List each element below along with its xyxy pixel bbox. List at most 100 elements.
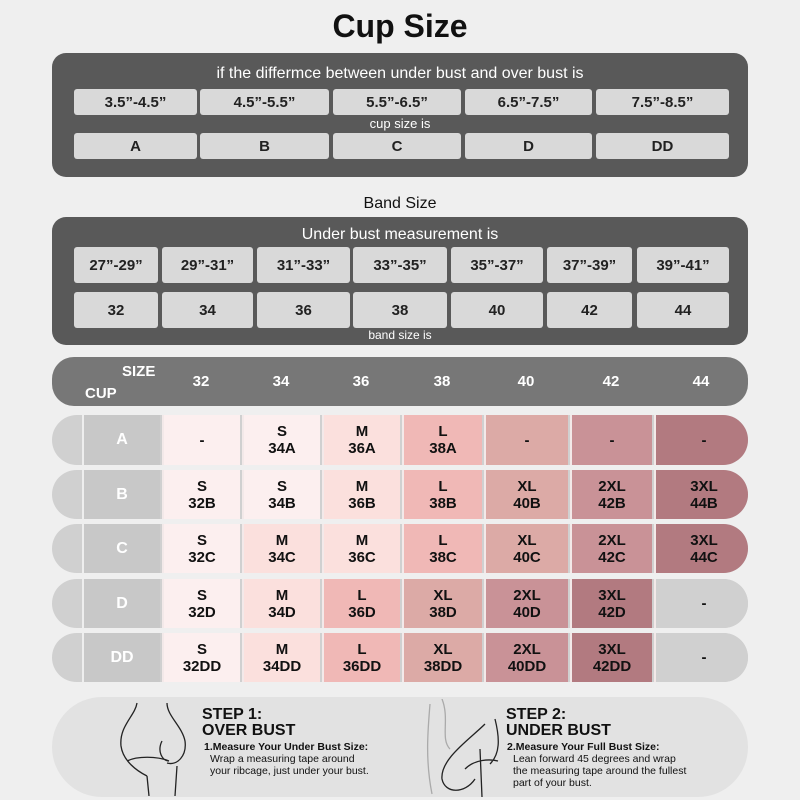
cup-letter-cell: A: [74, 133, 197, 159]
size-letter: 3XL: [690, 477, 718, 495]
size-cell: M 34C: [242, 524, 320, 573]
column-header: 40: [517, 373, 535, 390]
size-cell: S 32D: [162, 579, 240, 628]
size-code: 38B: [429, 494, 457, 512]
size-letter: S: [196, 477, 207, 495]
size-code: 42D: [598, 603, 626, 621]
band-number-cell: 34: [162, 292, 253, 328]
step1-title: STEP 1: OVER BUST: [202, 706, 296, 739]
size-code: 42DD: [592, 657, 632, 675]
size-code: 40C: [513, 548, 541, 566]
size-code: 32C: [188, 548, 216, 566]
size-cell: XL 40B: [484, 470, 568, 519]
size-cell: 2XL 40D: [484, 579, 568, 628]
over-bust-figure-icon: [120, 702, 186, 796]
size-letter: -: [701, 431, 707, 449]
size-cell: -: [484, 415, 568, 465]
size-letter: XL: [517, 477, 537, 495]
size-cell: L 38A: [402, 415, 482, 465]
size-letter: 2XL: [598, 531, 626, 549]
size-code: 40DD: [507, 657, 547, 675]
size-cell: L 36DD: [322, 633, 400, 682]
cup-row-label: A: [82, 415, 160, 465]
size-cell: M 36A: [322, 415, 400, 465]
band-range-cell: 27”-29”: [74, 247, 158, 283]
size-code: 36C: [348, 548, 376, 566]
cup-range-cell: 5.5”-6.5”: [333, 89, 461, 115]
column-header: 38: [433, 373, 451, 390]
band-size-is-label: band size is: [368, 328, 432, 342]
band-number-cell: 42: [547, 292, 632, 328]
size-cell: M 34D: [242, 579, 320, 628]
cup-size-is-label: cup size is: [369, 116, 431, 131]
cup-letter-cell: DD: [596, 133, 729, 159]
size-cell: 3XL 42DD: [570, 633, 652, 682]
size-cell: L 38C: [402, 524, 482, 573]
size-cell: 2XL 42C: [570, 524, 652, 573]
table-header: SIZE CUP 32 34 36 38 40 42 44: [52, 357, 748, 406]
band-range-cell: 37”-39”: [547, 247, 632, 283]
size-cell: 2XL 42B: [570, 470, 652, 519]
size-code: 34B: [268, 494, 296, 512]
size-code: 38C: [429, 548, 457, 566]
table-row: D S 32D M 34D L 36D XL 38D 2XL 40D 3XL 42D -: [52, 579, 748, 628]
column-header: 36: [352, 373, 370, 390]
size-code: 34DD: [262, 657, 302, 675]
cup-letter-cell: B: [200, 133, 329, 159]
cup-row-label: B: [82, 470, 160, 519]
band-range-cell: 39”-41”: [637, 247, 729, 283]
size-letter: M: [275, 586, 289, 604]
size-cell: XL 38D: [402, 579, 482, 628]
size-cell: -: [654, 579, 748, 628]
table-row: A - S 34A M 36A L 38A - - -: [52, 415, 748, 465]
size-code: 44C: [690, 548, 718, 566]
cup-letter-cell: D: [465, 133, 592, 159]
size-cell: L 38B: [402, 470, 482, 519]
size-letter: L: [438, 477, 448, 495]
size-letter: 3XL: [598, 640, 626, 658]
size-letter: XL: [517, 531, 537, 549]
cup-row-label: D: [82, 579, 160, 628]
size-letter: -: [199, 431, 205, 449]
band-range-cell: 29”-31”: [162, 247, 253, 283]
size-letter: L: [438, 423, 448, 440]
size-cell: 3XL 44B: [654, 470, 748, 519]
under-bust-figure-icon: [426, 699, 499, 797]
size-letter: M: [355, 477, 369, 495]
band-range-cell: 31”-33”: [257, 247, 350, 283]
cup-row-label: C: [82, 524, 160, 573]
size-code: 34A: [268, 440, 296, 457]
band-number-cell: 38: [353, 292, 447, 328]
size-cell: S 34A: [242, 415, 320, 465]
size-letter: S: [196, 586, 207, 604]
size-code: 38DD: [423, 657, 463, 675]
size-letter: L: [357, 586, 367, 604]
size-code: 40B: [513, 494, 541, 512]
size-label: SIZE: [122, 363, 156, 380]
size-code: 38A: [429, 440, 457, 457]
table-row: B S 32B S 34B M 36B L 38B XL 40B 2XL 42B 3XL 44B: [52, 470, 748, 519]
size-cell: M 36B: [322, 470, 400, 519]
size-code: 34C: [268, 548, 296, 566]
size-cell: XL 38DD: [402, 633, 482, 682]
size-code: 42C: [598, 548, 626, 566]
size-cell: S 34B: [242, 470, 320, 519]
size-code: 36D: [348, 603, 376, 621]
size-letter: 3XL: [690, 531, 718, 549]
size-code: 44B: [690, 494, 718, 512]
size-letter: M: [275, 531, 289, 549]
size-cell: 2XL 40DD: [484, 633, 568, 682]
size-letter: 2XL: [513, 640, 541, 658]
step1-description: 1.Measure Your Under Bust Size: Wrap a m…: [204, 741, 369, 777]
size-cell: M 36C: [322, 524, 400, 573]
cup-range-cell: 6.5”-7.5”: [465, 89, 592, 115]
size-cell: XL 40C: [484, 524, 568, 573]
step2-description: 2.Measure Your Full Bust Size: Lean forw…: [507, 741, 687, 789]
size-letter: XL: [433, 586, 453, 604]
size-letter: M: [355, 531, 369, 549]
size-letter: S: [276, 477, 287, 495]
size-letter: S: [276, 423, 287, 440]
page-title: Cup Size: [332, 8, 468, 44]
size-code: 42B: [598, 494, 626, 512]
size-cell: -: [570, 415, 652, 465]
